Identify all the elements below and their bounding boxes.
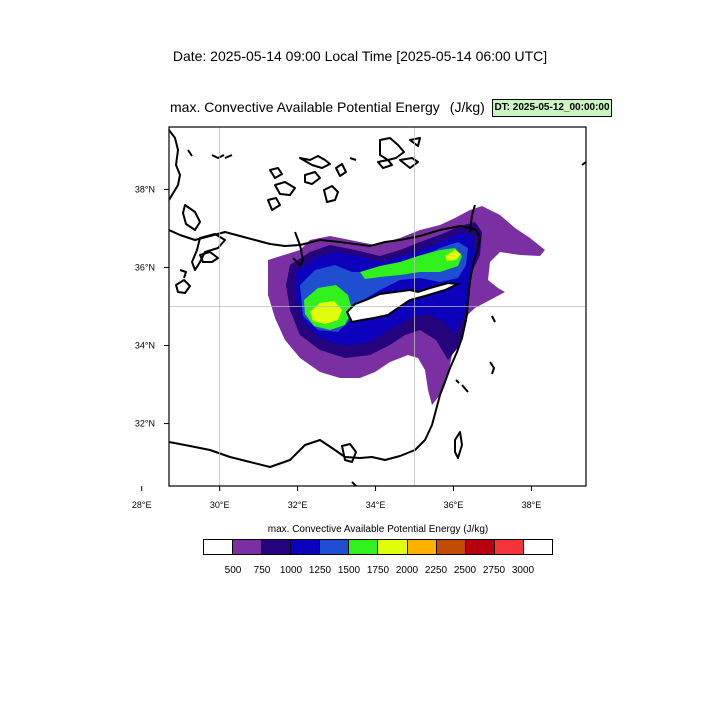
plot-title: max. Convective Available Potential Ener… [170, 99, 485, 115]
colorbar-bin [436, 540, 466, 554]
colorbar-label: 1250 [308, 565, 332, 576]
colorbar-label: 500 [224, 565, 242, 576]
lon-tick-label: 32°E [288, 500, 308, 510]
map-content [169, 127, 586, 486]
coastlines [169, 129, 586, 486]
lon-tick-label: 36°E [444, 500, 464, 510]
lon-ticks: 28°E 30°E 32°E 34°E 36°E 38°E [132, 486, 541, 510]
colorbar-label: 750 [253, 565, 271, 576]
map-frame [168, 126, 587, 487]
colorbar-bin [523, 540, 552, 554]
lon-tick-label: 38°E [522, 500, 542, 510]
lon-tick-label: 28°E [132, 500, 152, 510]
colorbar-bin [378, 540, 408, 554]
colorbar-bin [407, 540, 437, 554]
lat-tick-label: 36°N [135, 262, 155, 272]
lat-tick-label: 34°N [135, 341, 155, 351]
legend-title: max. Convective Available Potential Ener… [267, 524, 489, 535]
dt-badge: DT: 2025-05-12_00:00:00 [492, 99, 612, 117]
colorbar-bin [320, 540, 350, 554]
colorbar-label: 1500 [337, 565, 361, 576]
colorbar-label: 1750 [366, 565, 390, 576]
lat-tick-label: 38°N [135, 184, 155, 194]
colorbar-bin [349, 540, 379, 554]
colorbar-bin [465, 540, 495, 554]
colorbar-bin [204, 540, 234, 554]
colorbar-label: 2250 [424, 565, 448, 576]
plot-title-unit: (J/kg) [449, 99, 485, 115]
lat-ticks: 32°N 34°N 36°N 38°N [135, 184, 169, 429]
colorbar-bin [494, 540, 524, 554]
colorbar-label: 3000 [511, 565, 535, 576]
colorbar-bin [291, 540, 321, 554]
date-title: Date: 2025-05-14 09:00 Local Time [2025-… [172, 48, 548, 64]
colorbar-label: 2000 [395, 565, 419, 576]
colorbar [203, 539, 553, 555]
gridlines [169, 127, 586, 486]
colorbar-bin [233, 540, 263, 554]
cape-region-1750 [310, 250, 461, 324]
colorbar-bin [262, 540, 292, 554]
cyprus-island [345, 281, 462, 324]
lat-tick-label: 32°N [135, 419, 155, 429]
cape-region-1500 [304, 248, 462, 330]
plot-title-text: max. Convective Available Potential Ener… [170, 99, 440, 115]
colorbar-label: 2500 [453, 565, 477, 576]
colorbar-label: 1000 [279, 565, 303, 576]
colorbar-label: 2750 [482, 565, 506, 576]
lon-tick-label: 30°E [210, 500, 230, 510]
lon-tick-label: 34°E [366, 500, 386, 510]
